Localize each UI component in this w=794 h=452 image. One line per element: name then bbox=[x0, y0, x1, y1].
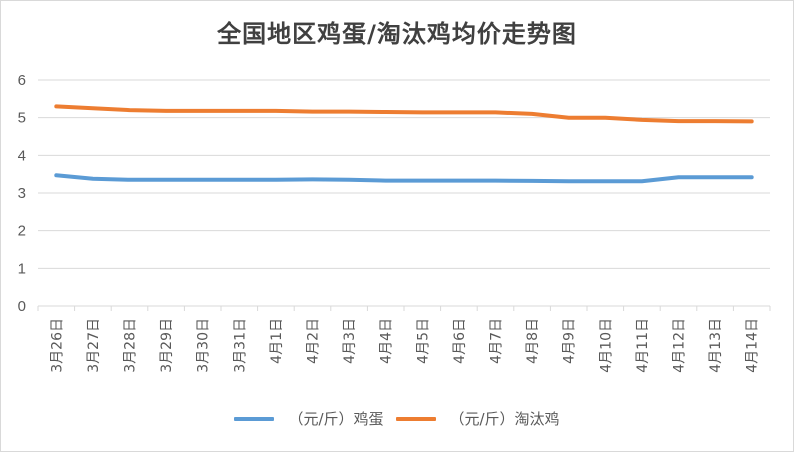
series-line-eggs bbox=[54, 173, 754, 184]
y-tick-label: 5 bbox=[18, 110, 26, 127]
x-tick-label: 4月13日 bbox=[708, 318, 724, 373]
x-tick-label: 3月30日 bbox=[196, 318, 212, 373]
x-tick-label: 4月7日 bbox=[489, 318, 505, 364]
legend-label-culled-hens: （元/斤）淘汰鸡 bbox=[449, 410, 560, 428]
y-tick-label: 4 bbox=[18, 147, 26, 164]
y-tick-label: 6 bbox=[18, 72, 26, 89]
x-tick-label: 4月14日 bbox=[745, 318, 761, 373]
legend-swatch-culled-hens bbox=[395, 416, 436, 421]
x-tick-label: 4月5日 bbox=[415, 318, 431, 364]
x-tick-label: 4月3日 bbox=[342, 318, 358, 364]
x-tick-label: 4月2日 bbox=[306, 318, 322, 364]
legend-swatch-eggs bbox=[234, 416, 275, 421]
x-tick-label: 3月28日 bbox=[123, 318, 139, 373]
y-tick-label: 2 bbox=[18, 223, 26, 240]
x-tick-label: 3月26日 bbox=[49, 318, 65, 373]
y-tick-label: 1 bbox=[18, 260, 26, 277]
x-tick-label: 4月4日 bbox=[379, 318, 395, 364]
y-tick-label: 0 bbox=[18, 298, 26, 315]
x-tick-label: 4月8日 bbox=[525, 318, 541, 364]
x-tick-label: 4月1日 bbox=[269, 318, 285, 364]
x-tick-label: 4月10日 bbox=[598, 318, 614, 373]
legend-label-eggs: （元/斤）鸡蛋 bbox=[288, 410, 384, 428]
legend-item-culled-hens: （元/斤）淘汰鸡 bbox=[395, 408, 560, 429]
x-tick-label: 3月27日 bbox=[86, 318, 102, 373]
chart-legend: （元/斤）鸡蛋 （元/斤）淘汰鸡 bbox=[0, 408, 794, 429]
y-tick-label: 3 bbox=[18, 185, 26, 202]
series-line-culled-hens bbox=[54, 104, 754, 124]
x-tick-label: 4月9日 bbox=[562, 318, 578, 364]
legend-item-eggs: （元/斤）鸡蛋 bbox=[234, 408, 384, 429]
x-tick-label: 4月6日 bbox=[452, 318, 468, 364]
x-tick-label: 4月11日 bbox=[635, 318, 651, 373]
x-tick-label: 4月12日 bbox=[672, 318, 688, 373]
x-tick-label: 3月29日 bbox=[159, 318, 175, 373]
chart-title: 全国地区鸡蛋/淘汰鸡均价走势图 bbox=[217, 20, 577, 48]
x-tick-label: 3月31日 bbox=[232, 318, 248, 373]
